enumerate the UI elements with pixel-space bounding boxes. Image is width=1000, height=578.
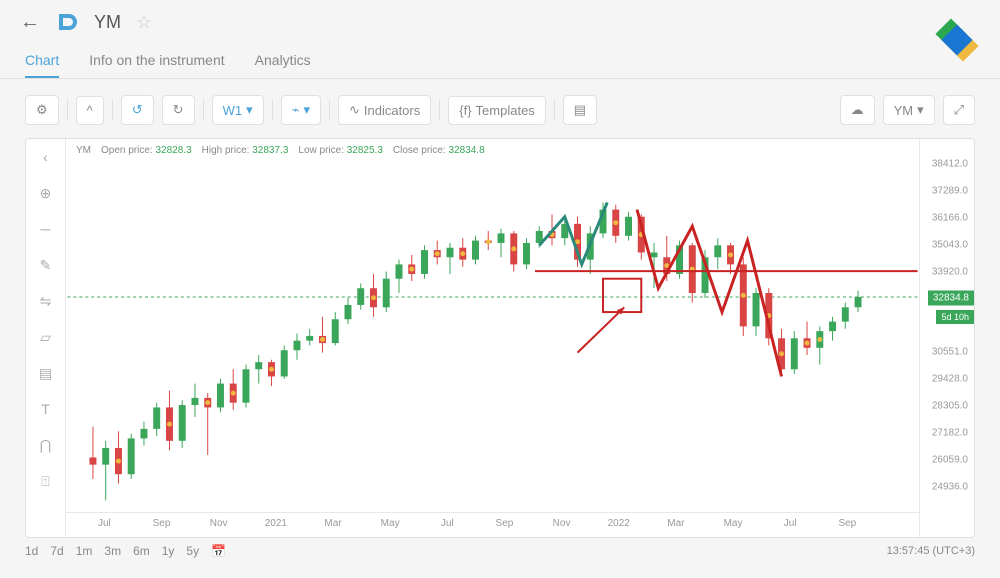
crosshair-tool-icon[interactable]: ⊕: [26, 175, 65, 211]
chevron-down-icon: ▾: [303, 102, 310, 118]
candlestick-chart: [66, 164, 919, 512]
range-3m[interactable]: 3m: [104, 544, 121, 558]
templates-icon: {f}: [459, 103, 471, 118]
bars-icon[interactable]: ▤: [563, 95, 597, 125]
indicators-icon: ∿: [349, 102, 360, 118]
chevron-down-icon: ▾: [246, 102, 253, 118]
back-arrow[interactable]: ←: [20, 11, 40, 34]
tab-chart[interactable]: Chart: [25, 44, 59, 78]
chart-area[interactable]: YM Open price: 32828.3 High price: 32837…: [66, 139, 919, 537]
range-1d[interactable]: 1d: [25, 544, 38, 558]
range-6m[interactable]: 6m: [133, 544, 150, 558]
levels-tool-icon[interactable]: ▤: [26, 355, 65, 391]
line-tool-icon[interactable]: ─: [26, 211, 65, 247]
text-tool-icon[interactable]: T: [26, 391, 65, 427]
range-7d[interactable]: 7d: [50, 544, 63, 558]
symbol-label: YM: [94, 12, 121, 33]
range-1m[interactable]: 1m: [76, 544, 93, 558]
undo-icon[interactable]: ↺: [121, 95, 154, 125]
chart-type-button[interactable]: ⌁ ▾: [281, 95, 321, 125]
redo-icon[interactable]: ↻: [162, 95, 195, 125]
y-axis: 38412.037289.036166.035043.033920.032834…: [919, 139, 974, 537]
app-logo: [55, 10, 79, 34]
favorite-star-icon[interactable]: ☆: [136, 12, 152, 33]
tab-analytics[interactable]: Analytics: [255, 44, 311, 78]
time-display: 13:57:45 (UTC+3): [887, 545, 975, 557]
ruler-tool-icon[interactable]: ⍐: [26, 463, 65, 499]
ohlc-display: YM Open price: 32828.3 High price: 32837…: [76, 145, 485, 156]
calendar-icon[interactable]: 📅: [211, 544, 226, 558]
x-axis: JulSepNov2021MarMayJulSepNov2022MarMayJu…: [66, 512, 919, 537]
chevron-down-icon: ▾: [917, 102, 924, 118]
collapse-icon[interactable]: ^: [76, 96, 104, 125]
indicators-button[interactable]: ∿ Indicators: [338, 95, 431, 125]
timeframe-button[interactable]: W1 ▾: [212, 95, 264, 125]
fullscreen-icon[interactable]: ⤢: [943, 95, 975, 125]
brush-tool-icon[interactable]: ✎: [26, 247, 65, 283]
cloud-icon[interactable]: ☁: [840, 95, 875, 125]
channel-tool-icon[interactable]: ⇋: [26, 283, 65, 319]
settings-icon[interactable]: ⚙: [25, 95, 59, 125]
tab-info[interactable]: Info on the instrument: [89, 44, 224, 78]
brand-logo: [920, 5, 990, 75]
magnet-tool-icon[interactable]: ⋂: [26, 427, 65, 463]
templates-button[interactable]: {f} Templates: [448, 96, 546, 125]
symbol-selector[interactable]: YM ▾: [883, 95, 935, 125]
tool-collapse-icon[interactable]: ‹: [26, 139, 65, 175]
shape-tool-icon[interactable]: ▱: [26, 319, 65, 355]
range-1y[interactable]: 1y: [162, 544, 175, 558]
range-5y[interactable]: 5y: [186, 544, 199, 558]
